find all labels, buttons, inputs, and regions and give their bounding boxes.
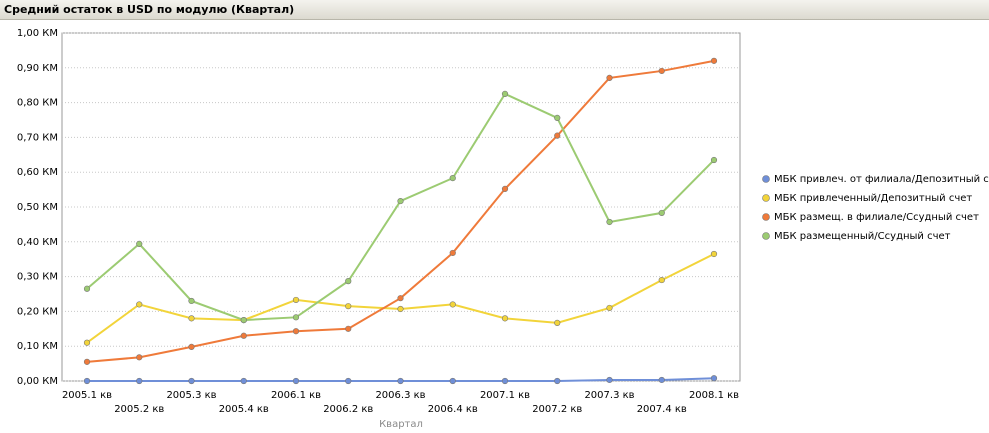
legend-label: МБК привлеченный/Депозитный счет xyxy=(774,193,972,204)
data-point xyxy=(658,209,665,217)
data-point xyxy=(292,314,300,321)
data-point xyxy=(83,358,91,365)
data-point xyxy=(606,304,613,312)
data-point xyxy=(292,377,300,385)
chart: Квартал 0,00 КМ 0,10 КМ 0,20 КМ 0,30 КМ 0,40… xyxy=(17,28,989,430)
x-tick-label: 2006.3 кв xyxy=(375,390,425,401)
data-point xyxy=(658,276,665,284)
x-tick-label: 2005.2 кв xyxy=(114,404,164,415)
legend-label: МБК размещ. в филиале/Ссудный счет xyxy=(774,212,979,223)
data-point xyxy=(397,377,404,385)
title-bar: Средний остаток в USD по модулю (Квартал… xyxy=(0,0,989,20)
data-point xyxy=(606,218,613,226)
data-point xyxy=(397,197,404,205)
x-tick-label: 2007.3 кв xyxy=(584,390,634,401)
legend-label: МБК размещенный/Ссудный счет xyxy=(774,231,951,242)
legend-marker xyxy=(762,213,770,221)
x-tick-label: 2006.2 кв xyxy=(323,404,373,415)
x-tick-label: 2005.1 кв xyxy=(62,390,112,401)
data-point xyxy=(188,315,195,322)
data-point xyxy=(606,376,613,384)
data-point xyxy=(449,377,456,385)
data-point xyxy=(188,297,195,305)
y-tick-label: 0,90 КМ xyxy=(17,63,58,74)
data-point xyxy=(501,315,509,322)
x-tick-label: 2007.2 кв xyxy=(532,404,582,415)
y-tick-label: 0,40 КМ xyxy=(17,237,58,248)
data-point xyxy=(136,354,143,361)
legend-label: МБК привлеч. от филиала/Депозитный счет xyxy=(774,174,989,185)
y-tick-label: 0,30 КМ xyxy=(17,272,58,283)
x-tick-label: 2006.4 кв xyxy=(428,404,478,415)
x-tick-label: 2007.4 кв xyxy=(637,404,687,415)
data-point xyxy=(345,278,352,285)
data-point xyxy=(658,67,665,75)
data-point xyxy=(554,114,561,122)
data-point xyxy=(501,377,509,385)
data-point xyxy=(83,377,91,385)
data-point xyxy=(345,325,352,332)
data-point xyxy=(83,285,91,292)
data-point xyxy=(554,377,561,385)
y-tick-label: 0,50 КМ xyxy=(17,202,58,213)
data-point xyxy=(136,240,143,247)
data-point xyxy=(449,301,456,308)
legend-marker xyxy=(762,175,770,183)
y-tick-label: 0,10 КМ xyxy=(17,341,58,352)
data-point xyxy=(240,332,247,339)
data-point xyxy=(136,377,143,385)
x-tick-label: 2006.1 кв xyxy=(271,390,321,401)
data-point xyxy=(397,305,404,313)
y-tick-label: 0,20 КМ xyxy=(17,306,58,317)
data-point xyxy=(83,339,91,346)
data-point xyxy=(658,376,665,384)
data-point xyxy=(710,250,718,258)
data-point xyxy=(188,377,195,385)
data-point xyxy=(449,175,456,182)
x-tick-label: 2007.1 кв xyxy=(480,390,530,401)
data-point xyxy=(554,319,561,326)
y-tick-label: 0,60 КМ xyxy=(17,167,58,178)
data-point xyxy=(710,375,718,382)
data-point xyxy=(292,296,300,304)
data-point xyxy=(136,301,143,308)
data-point xyxy=(449,249,456,257)
x-tick-label: 2008.1 кв xyxy=(689,390,739,401)
data-point xyxy=(345,377,352,385)
x-axis-title: Квартал xyxy=(379,419,423,430)
legend-marker xyxy=(762,194,770,202)
data-point xyxy=(292,328,300,335)
data-point xyxy=(710,57,718,64)
data-point xyxy=(710,156,718,164)
data-point xyxy=(240,377,247,385)
data-point xyxy=(397,295,404,302)
data-point xyxy=(188,343,195,350)
legend-marker xyxy=(762,232,770,240)
y-tick-label: 0,80 КМ xyxy=(17,98,58,109)
data-point xyxy=(606,74,613,81)
x-tick-label: 2005.4 кв xyxy=(219,404,269,415)
y-tick-label: 1,00 КМ xyxy=(17,28,58,39)
y-tick-label: 0,70 КМ xyxy=(17,132,58,143)
data-point xyxy=(554,132,561,139)
data-point xyxy=(240,317,247,324)
y-tick-label: 0,00 КМ xyxy=(17,376,58,387)
x-tick-label: 2005.3 кв xyxy=(166,390,216,401)
data-point xyxy=(345,303,352,310)
data-point xyxy=(501,185,509,193)
data-point xyxy=(501,90,509,97)
